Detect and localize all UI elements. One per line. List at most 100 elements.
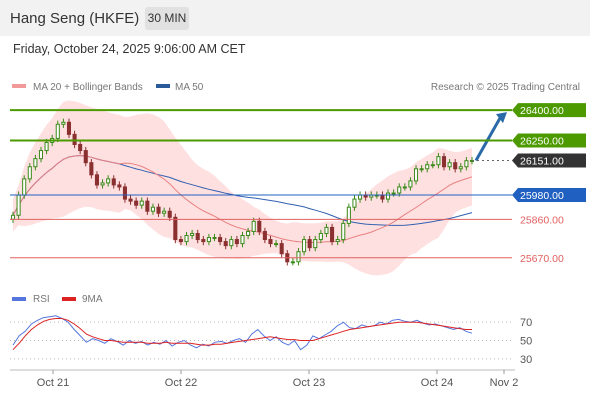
- candle-body: [274, 243, 279, 246]
- level-tag-26151.00: [512, 153, 586, 168]
- candle-body: [262, 230, 267, 241]
- candle-body: [72, 133, 77, 145]
- level-tag-26400.00: [512, 103, 586, 118]
- candle-body: [27, 166, 32, 180]
- candle-body: [223, 241, 228, 247]
- candle-body: [436, 156, 441, 166]
- candle-body: [195, 232, 200, 241]
- candle-body: [150, 206, 155, 212]
- rsi-legend-swatch: [12, 297, 26, 301]
- candle-body: [156, 206, 161, 214]
- rsi-ma-line: [12, 318, 472, 351]
- candle-body: [391, 192, 396, 195]
- candle-body: [234, 239, 239, 245]
- candle-body: [201, 239, 206, 243]
- candle-body: [318, 232, 323, 241]
- candle-body: [464, 160, 469, 168]
- candle-body: [257, 220, 262, 232]
- ma20-legend-label: MA 20 + Bollinger Bands: [33, 82, 143, 93]
- level-label-26400.00: 26400.00: [520, 105, 564, 117]
- candle-body: [419, 168, 424, 171]
- candle-body: [447, 162, 452, 168]
- rsi-tick-30: 30: [520, 354, 532, 366]
- candle-body: [78, 143, 83, 152]
- candle-body: [240, 235, 245, 245]
- projection-arrow-head: [496, 112, 507, 124]
- candle-body: [100, 182, 105, 186]
- candle-body: [324, 226, 329, 234]
- candle-body: [184, 235, 189, 243]
- rsi-ma-legend-swatch: [62, 297, 76, 301]
- candle-body: [206, 237, 211, 243]
- candle-body: [22, 178, 27, 196]
- rsi-tick-70: 70: [520, 317, 532, 329]
- x-tick-label: Oct 21: [37, 377, 69, 389]
- x-tick-label: Nov 2: [490, 377, 519, 389]
- level-tag-26250.00: [512, 133, 586, 148]
- candle-body: [352, 198, 357, 208]
- candle-body: [458, 166, 463, 170]
- x-axis-ticks: Oct 21 Oct 22 Oct 23 Oct 24 Nov 2: [37, 370, 519, 389]
- ma20-legend-swatch: [12, 84, 26, 88]
- level-tag-25980.00: [512, 188, 586, 203]
- candle-body: [66, 121, 72, 135]
- ma20-line: [12, 154, 473, 244]
- candle-body: [380, 194, 385, 200]
- candle-body: [397, 186, 402, 194]
- candle-body: [413, 168, 419, 182]
- candle-body: [313, 239, 318, 249]
- candle-body: [83, 150, 88, 164]
- price-plot-area: [10, 100, 507, 276]
- candle-body: [111, 178, 116, 186]
- level-label-25860.00: 25860.00: [520, 214, 564, 226]
- candle-body: [33, 158, 38, 168]
- x-tick-label: Oct 22: [165, 377, 197, 389]
- candle-body: [173, 216, 178, 241]
- candle-body: [167, 210, 172, 218]
- instrument-title: Hang Seng (HKFE): [10, 10, 140, 27]
- candle-body: [55, 123, 60, 139]
- candle-body: [251, 220, 256, 232]
- level-label-26250.00: 26250.00: [520, 135, 564, 147]
- ma50-legend-label: MA 50: [175, 82, 204, 93]
- candle-body: [134, 200, 139, 206]
- bollinger-band: [13, 100, 472, 276]
- candle-body: [358, 194, 363, 200]
- level-label-26151.00: 26151.00: [520, 155, 564, 167]
- candle-body: [44, 141, 49, 152]
- candle-body: [296, 251, 301, 263]
- timeframe-button[interactable]: 30 MIN: [145, 7, 189, 30]
- candle-body: [122, 186, 127, 200]
- candle-body: [453, 162, 458, 170]
- candle-body: [246, 230, 251, 237]
- chart-datetime: Friday, October 24, 2025 9:06:00 AM CET: [13, 42, 246, 56]
- candle-body: [307, 239, 312, 249]
- x-tick-label: Oct 23: [293, 377, 325, 389]
- candle-body: [128, 198, 133, 202]
- candle-body: [139, 200, 144, 206]
- candle-body: [10, 214, 16, 220]
- credit-label: Research © 2025 Trading Central: [431, 82, 580, 93]
- price-levels: 26400.00 26250.00 26151.00 25980.00 25860.00…: [10, 103, 586, 265]
- candle-body: [441, 156, 447, 168]
- candle-body: [385, 192, 391, 200]
- candle-body: [346, 206, 351, 224]
- candle-body: [402, 186, 407, 189]
- candle-body: [425, 164, 430, 170]
- candle-body: [430, 164, 435, 167]
- rsi-plot-area: 70 50 30: [10, 315, 532, 366]
- candle-body: [178, 239, 183, 243]
- candle-body: [212, 237, 217, 240]
- candle-body: [330, 226, 335, 243]
- candle-body: [38, 150, 44, 160]
- candle-body: [94, 174, 100, 186]
- candle-body: [117, 184, 122, 188]
- candle-body: [341, 222, 346, 241]
- candle-body: [290, 261, 295, 264]
- candle-body: [145, 200, 150, 212]
- rsi-line: [12, 315, 473, 351]
- candle-body: [229, 239, 234, 247]
- candle-body: [335, 239, 340, 243]
- candle-body: [16, 194, 21, 216]
